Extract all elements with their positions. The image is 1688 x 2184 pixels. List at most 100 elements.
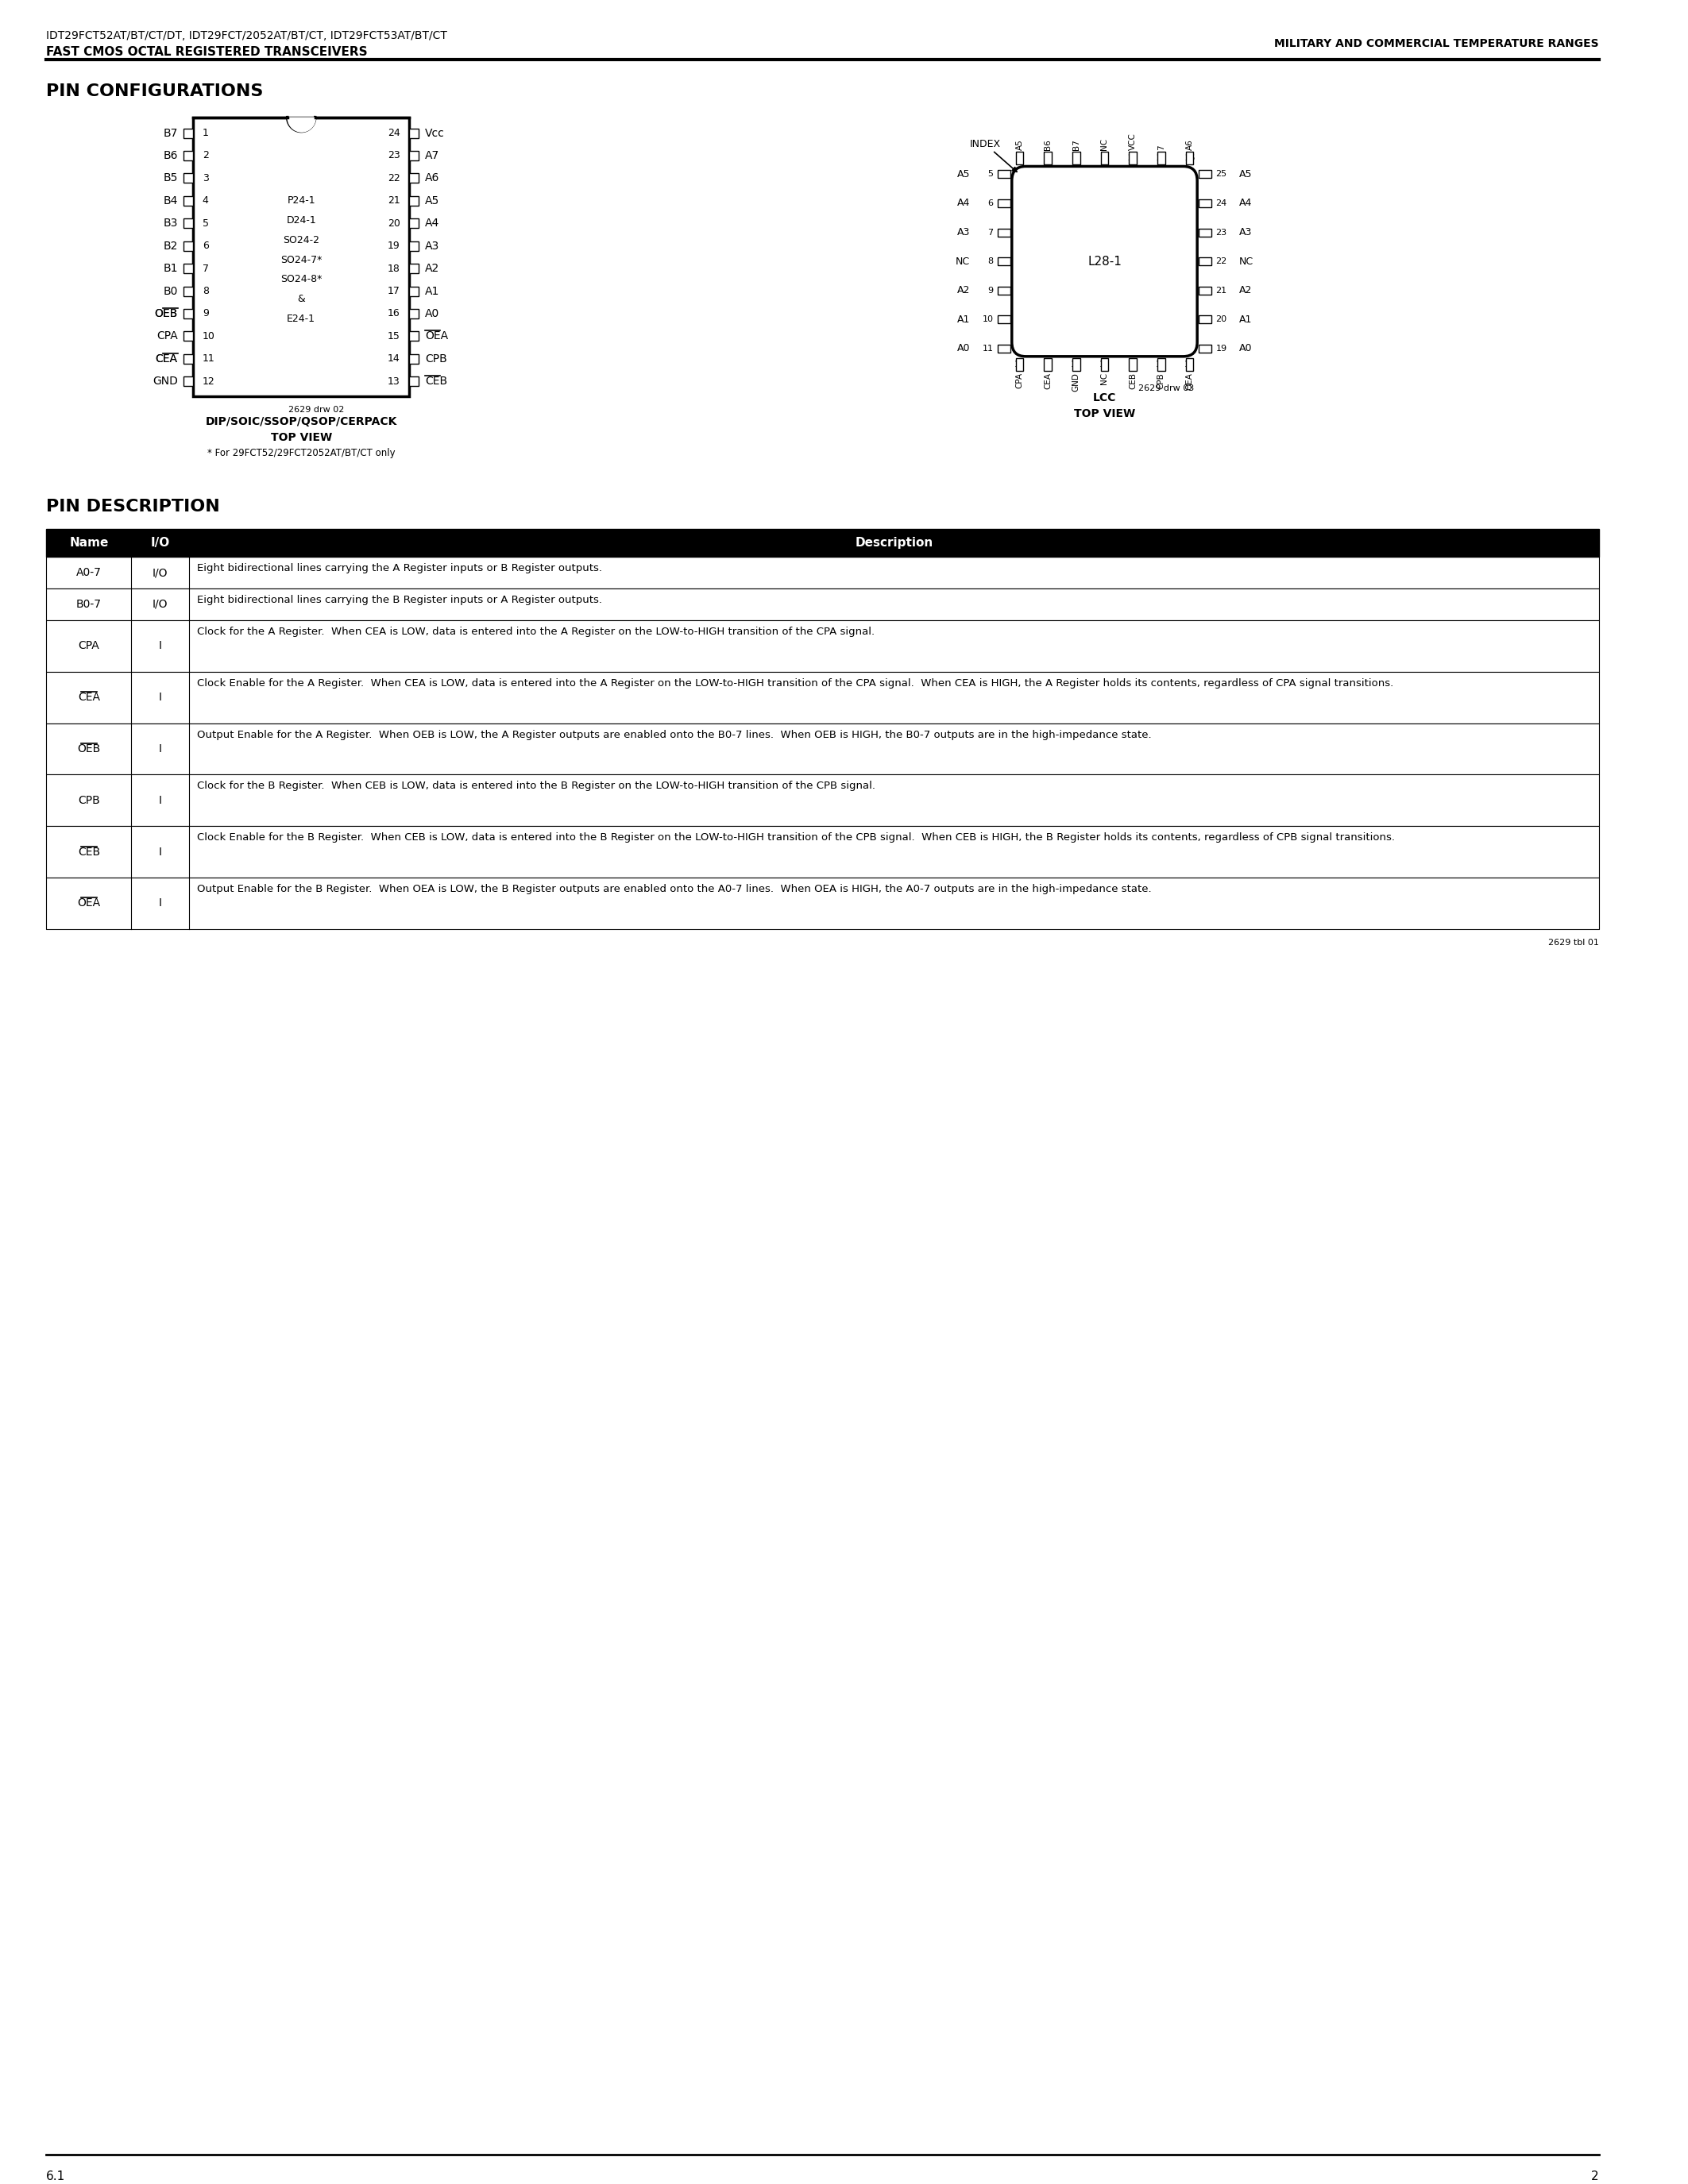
Text: A4: A4 (1239, 199, 1252, 207)
Text: B4: B4 (164, 194, 177, 205)
Text: 17: 17 (1156, 360, 1166, 369)
Bar (998, 258, 1011, 264)
Text: Vcc: Vcc (425, 127, 444, 138)
Bar (46, 587, 1599, 620)
Text: 4: 4 (1016, 155, 1023, 162)
Text: I/O: I/O (150, 537, 170, 548)
Text: SO24-8*: SO24-8* (280, 275, 322, 284)
Bar (410, 151, 419, 159)
Text: NC: NC (1101, 138, 1109, 151)
Text: B7: B7 (1072, 140, 1080, 151)
Text: 2: 2 (203, 151, 209, 162)
Text: A0: A0 (957, 343, 971, 354)
Bar (1016, 153, 1023, 164)
Text: CEA: CEA (155, 354, 177, 365)
Text: P24-1: P24-1 (287, 197, 316, 205)
Text: 20: 20 (388, 218, 400, 229)
Text: 22: 22 (388, 173, 400, 183)
Text: Eight bidirectional lines carrying the B Register inputs or A Register outputs.: Eight bidirectional lines carrying the B… (197, 594, 603, 605)
Text: Output Enable for the B Register.  When OEA is LOW, the B Register outputs are e: Output Enable for the B Register. When O… (197, 885, 1151, 893)
Bar (46, 723, 1599, 775)
Bar (410, 129, 419, 138)
Text: A4: A4 (425, 218, 439, 229)
Text: IDT29FCT52AT/BT/CT/DT, IDT29FCT/2052AT/BT/CT, IDT29FCT53AT/BT/CT: IDT29FCT52AT/BT/CT/DT, IDT29FCT/2052AT/B… (46, 31, 447, 41)
Text: 16: 16 (1128, 360, 1138, 369)
Bar (410, 197, 419, 205)
Text: 16: 16 (388, 308, 400, 319)
Bar (184, 151, 192, 159)
Text: 1: 1 (203, 129, 209, 138)
Text: L28-1: L28-1 (1087, 256, 1121, 266)
Text: I/O: I/O (152, 568, 169, 579)
Bar (1198, 199, 1210, 207)
Text: 7: 7 (203, 264, 209, 273)
Bar (410, 264, 419, 273)
Text: 5: 5 (987, 170, 993, 179)
Text: A4: A4 (957, 199, 971, 207)
Text: LCC: LCC (1092, 393, 1116, 404)
Text: A0: A0 (425, 308, 439, 319)
Text: 7: 7 (1158, 144, 1165, 151)
Text: 26: 26 (1185, 155, 1195, 162)
Text: A2: A2 (957, 286, 971, 295)
Text: A3: A3 (425, 240, 439, 251)
Text: 6: 6 (987, 199, 993, 207)
Text: GND: GND (1072, 371, 1080, 391)
Text: A5: A5 (957, 168, 971, 179)
Text: 13: 13 (1043, 360, 1053, 369)
Bar (192, 118, 410, 395)
Text: A1: A1 (1239, 314, 1252, 325)
Text: DIP/SOIC/SSOP/QSOP/CERPACK: DIP/SOIC/SSOP/QSOP/CERPACK (206, 415, 397, 426)
Text: 2: 2 (1592, 2171, 1599, 2182)
Text: 3: 3 (1045, 155, 1050, 162)
Text: 15: 15 (388, 332, 400, 341)
Text: 22: 22 (1215, 258, 1227, 264)
Bar (1158, 358, 1165, 371)
Text: 8: 8 (203, 286, 209, 297)
Text: Description: Description (856, 537, 933, 548)
Bar (184, 197, 192, 205)
Text: Output Enable for the A Register.  When OEB is LOW, the A Register outputs are e: Output Enable for the A Register. When O… (197, 729, 1151, 740)
Text: VCC: VCC (1129, 133, 1136, 151)
Text: PIN DESCRIPTION: PIN DESCRIPTION (46, 498, 219, 515)
Text: 5: 5 (203, 218, 209, 229)
Text: A0-7: A0-7 (76, 568, 101, 579)
Text: OEB: OEB (154, 308, 177, 319)
Text: A3: A3 (1239, 227, 1252, 238)
Text: CPB: CPB (1158, 371, 1165, 389)
Text: A1: A1 (957, 314, 971, 325)
Bar (410, 218, 419, 227)
Text: 10: 10 (203, 332, 214, 341)
Text: 2: 2 (1074, 155, 1079, 162)
Text: A5: A5 (1016, 140, 1023, 151)
Text: 21: 21 (388, 197, 400, 205)
Bar (1129, 153, 1136, 164)
Text: A1: A1 (425, 286, 439, 297)
Text: 2629 tbl 01: 2629 tbl 01 (1548, 939, 1599, 946)
Text: 19: 19 (1215, 345, 1227, 352)
Text: D24-1: D24-1 (287, 216, 316, 225)
Text: 18: 18 (1185, 360, 1195, 369)
Text: I: I (159, 743, 162, 753)
Text: 10: 10 (982, 314, 993, 323)
Text: 28: 28 (1128, 155, 1138, 162)
Text: CEA: CEA (155, 354, 177, 365)
Text: A2: A2 (1239, 286, 1252, 295)
Bar (410, 240, 419, 251)
Text: Clock Enable for the B Register.  When CEB is LOW, data is entered into the B Re: Clock Enable for the B Register. When CE… (197, 832, 1394, 843)
Text: * For 29FCT52/29FCT2052AT/BT/CT only: * For 29FCT52/29FCT2052AT/BT/CT only (208, 448, 395, 459)
Text: 11: 11 (982, 345, 993, 352)
Text: OEB: OEB (78, 743, 101, 753)
Bar (184, 376, 192, 387)
Text: B5: B5 (164, 173, 177, 183)
Text: 13: 13 (388, 376, 400, 387)
Text: CEB: CEB (425, 376, 447, 387)
Text: E24-1: E24-1 (287, 314, 316, 323)
Text: PIN CONFIGURATIONS: PIN CONFIGURATIONS (46, 83, 263, 98)
Text: 6.1: 6.1 (46, 2171, 66, 2182)
Text: 11: 11 (203, 354, 214, 365)
Bar (46, 775, 1599, 826)
Text: Eight bidirectional lines carrying the A Register inputs or B Register outputs.: Eight bidirectional lines carrying the A… (197, 563, 603, 574)
Text: NC: NC (1239, 256, 1252, 266)
Text: CEA̅: CEA̅ (150, 354, 177, 365)
